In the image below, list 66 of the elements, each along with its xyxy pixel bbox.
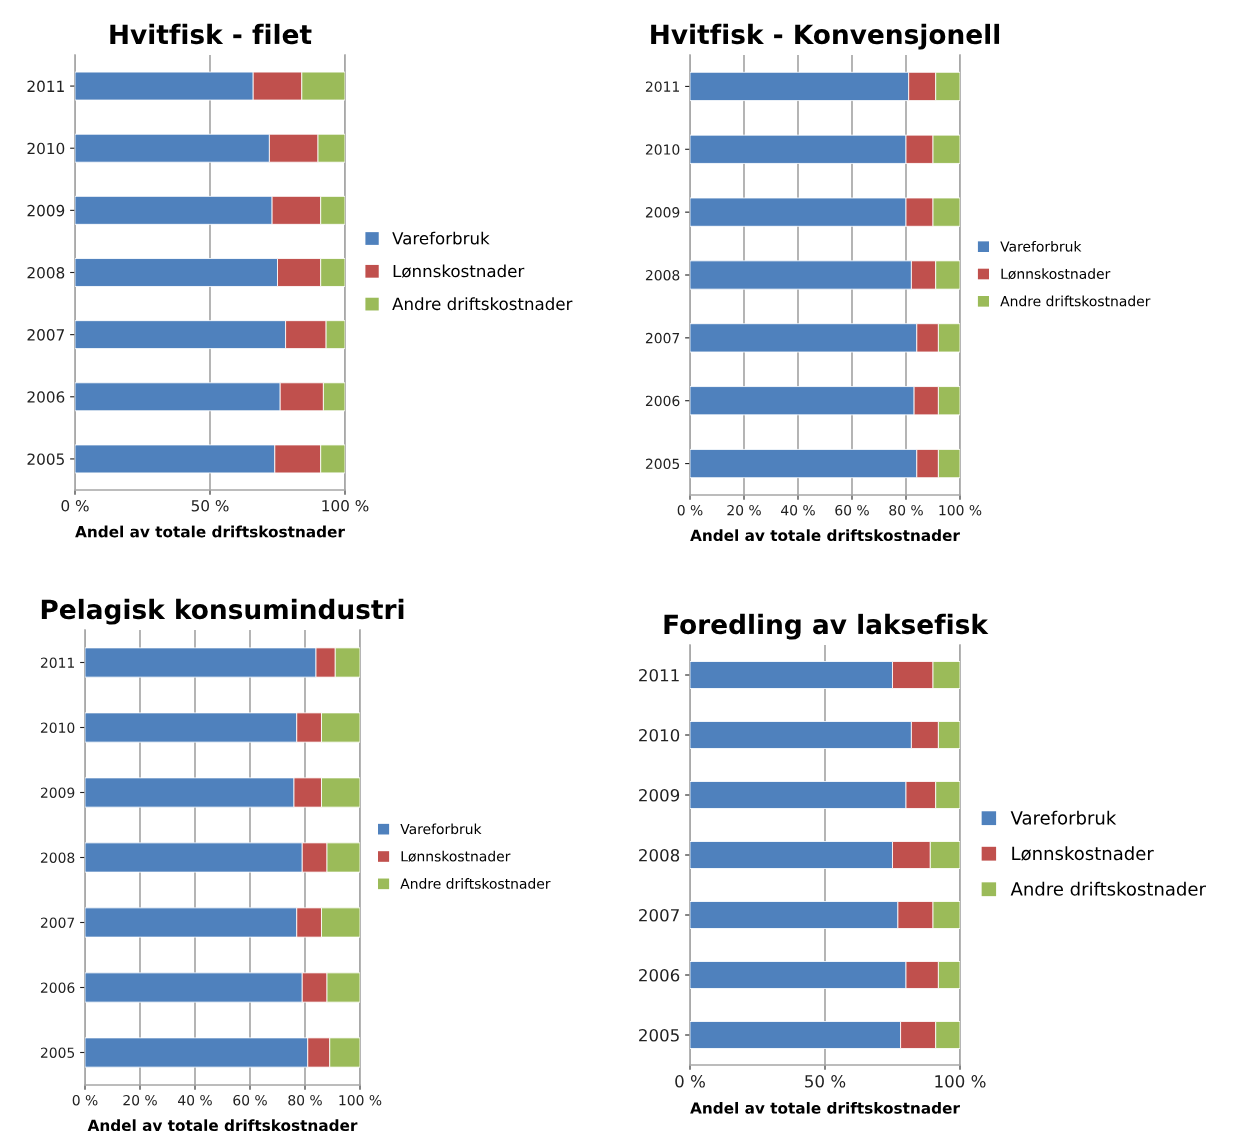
y-tick-label: 2011 (645, 81, 679, 92)
y-tick-label: 2010 (645, 144, 680, 155)
x-axis-title: Andel av totale driftskostnader (690, 529, 960, 542)
x-tick-label: 0 % (675, 1075, 705, 1088)
y-tick-label: 2005 (645, 458, 680, 470)
y-tick-label: 2007 (40, 917, 75, 928)
chart-title: Pelagisk konsumindustri (41, 598, 404, 625)
x-tick-label: 60 % (233, 1094, 267, 1106)
legend-label: Vareforbruk (400, 823, 482, 835)
x-tick-label: 100 % (339, 1094, 382, 1106)
y-tick-label: 2008 (645, 269, 680, 281)
x-axis-title: Andel av totale driftskostnader (75, 525, 345, 538)
y-tick-label: 2009 (639, 788, 680, 802)
x-axis-title: Andel av totale driftskostnader (690, 1101, 960, 1114)
y-tick-label: 2007 (639, 908, 679, 922)
y-tick-label: 2011 (40, 657, 74, 668)
y-tick-label: 2010 (639, 728, 680, 742)
y-tick-label: 2005 (27, 453, 64, 465)
y-tick-label: 2006 (645, 395, 680, 407)
y-tick-label: 2007 (27, 329, 64, 341)
legend-label: Andre driftskostnader (392, 297, 573, 311)
x-tick-label: 40 % (178, 1094, 212, 1106)
x-tick-label: 40 % (781, 504, 815, 516)
x-tick-label: 100 % (939, 504, 982, 516)
y-tick-label: 2006 (639, 968, 680, 982)
y-tick-label: 2011 (639, 668, 679, 682)
legend-label: Vareforbruk (392, 231, 490, 245)
x-tick-label: 80 % (889, 504, 923, 516)
chart-title: Hvitfisk - Konvensjonell (651, 23, 1000, 50)
legend-label: Andre driftskostnader (1010, 881, 1206, 896)
legend-label: Vareforbruk (1010, 810, 1117, 825)
y-tick-label: 2006 (27, 391, 65, 403)
legend-label: Lønnskostnader (1012, 846, 1154, 861)
x-tick-label: 0 % (72, 1094, 98, 1106)
y-tick-label: 2009 (40, 787, 75, 798)
x-tick-label: 20 % (727, 504, 761, 516)
legend-label: Lønnskostnader (401, 850, 511, 862)
legend-label: Vareforbruk (1000, 240, 1082, 252)
y-tick-label: 2006 (40, 982, 75, 993)
y-tick-label: 2010 (27, 142, 65, 155)
y-tick-label: 2008 (40, 852, 75, 863)
x-axis-title: Andel av totale driftskostnader (87, 1119, 358, 1132)
chart-title: Foredling av laksefisk (664, 613, 989, 640)
x-tick-label: 60 % (835, 504, 869, 516)
x-tick-label: 100 % (322, 499, 369, 512)
x-tick-label: 50 % (805, 1075, 846, 1088)
legend-label: Lønnskostnader (1001, 268, 1111, 280)
y-tick-label: 2008 (27, 266, 65, 279)
y-tick-label: 2007 (645, 332, 680, 344)
legend-label: Lønnskostnader (393, 264, 525, 278)
y-tick-label: 2009 (27, 204, 65, 217)
y-tick-label: 2005 (40, 1047, 75, 1058)
y-tick-label: 2005 (639, 1028, 679, 1042)
x-tick-label: 20 % (123, 1094, 157, 1106)
x-tick-label: 50 % (191, 499, 229, 512)
chart-title: Hvitfisk - filet (110, 23, 312, 45)
legend-label: Andre driftskostnader (1000, 295, 1151, 307)
x-tick-label: 100 % (935, 1075, 986, 1088)
legend-label: Andre driftskostnader (400, 878, 551, 889)
y-tick-label: 2010 (40, 722, 75, 733)
y-tick-label: 2008 (639, 848, 680, 862)
x-tick-label: 0 % (61, 499, 89, 512)
x-tick-label: 0 % (677, 504, 703, 516)
y-tick-label: 2011 (27, 80, 64, 93)
x-tick-label: 80 % (288, 1094, 322, 1106)
y-tick-label: 2009 (645, 207, 680, 218)
